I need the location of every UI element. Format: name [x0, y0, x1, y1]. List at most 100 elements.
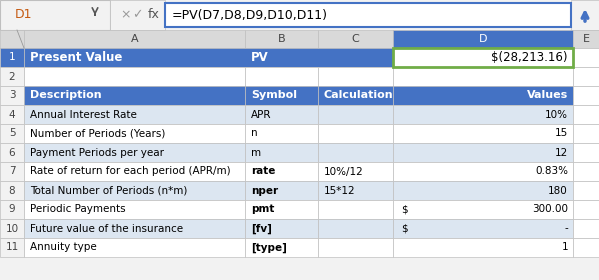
Text: Future value of the insurance: Future value of the insurance [30, 223, 183, 234]
Bar [573, 181, 599, 200]
Text: 15*12: 15*12 [324, 186, 356, 195]
Text: 6: 6 [9, 148, 16, 157]
Bar [318, 181, 393, 200]
Text: 5: 5 [9, 129, 16, 139]
Text: 4: 4 [9, 109, 16, 120]
Bar [393, 219, 573, 238]
Bar [573, 162, 599, 181]
Bar [318, 67, 393, 86]
Bar [0, 200, 24, 219]
Bar [393, 48, 573, 67]
Bar [245, 238, 318, 257]
Bar [393, 200, 573, 219]
Bar [24, 200, 245, 219]
Bar [24, 162, 245, 181]
Text: 10%: 10% [545, 109, 568, 120]
Bar [24, 67, 245, 86]
Bar [0, 86, 24, 105]
Text: 180: 180 [548, 186, 568, 195]
Text: [fv]: [fv] [251, 223, 272, 234]
Bar [24, 181, 245, 200]
Bar [318, 124, 393, 143]
Bar [393, 86, 573, 105]
Text: pmt: pmt [251, 204, 274, 214]
Bar [24, 124, 245, 143]
Bar [393, 181, 573, 200]
Bar [0, 30, 24, 48]
Text: Symbol: Symbol [251, 90, 297, 101]
Text: nper: nper [251, 186, 278, 195]
Bar [318, 143, 393, 162]
Text: APR: APR [251, 109, 271, 120]
Bar [0, 105, 24, 124]
Bar [573, 219, 599, 238]
Text: -: - [564, 223, 568, 234]
Bar [245, 86, 318, 105]
Text: 9: 9 [9, 204, 16, 214]
Text: 10: 10 [5, 223, 19, 234]
Bar [0, 124, 24, 143]
Bar [318, 219, 393, 238]
Text: Calculation: Calculation [324, 90, 394, 101]
Bar [0, 181, 24, 200]
Text: 3: 3 [9, 90, 16, 101]
Text: B: B [278, 34, 285, 44]
Bar [318, 86, 393, 105]
Bar [573, 238, 599, 257]
Text: PV: PV [251, 51, 269, 64]
Text: Annuity type: Annuity type [30, 242, 97, 253]
Bar [573, 124, 599, 143]
Bar [24, 48, 393, 67]
Text: ×: × [120, 8, 131, 22]
Bar [245, 162, 318, 181]
Bar [0, 143, 24, 162]
Text: ✓: ✓ [132, 8, 143, 22]
Bar [245, 143, 318, 162]
Text: Periodic Payments: Periodic Payments [30, 204, 126, 214]
Bar [393, 124, 573, 143]
Text: D1: D1 [15, 8, 32, 22]
Text: 1: 1 [9, 53, 16, 62]
Text: $: $ [401, 204, 408, 214]
Bar [393, 238, 573, 257]
Bar [0, 48, 24, 67]
Text: 0.83%: 0.83% [535, 167, 568, 176]
Bar [245, 105, 318, 124]
Text: $(28,213.16): $(28,213.16) [492, 51, 568, 64]
Bar [24, 86, 245, 105]
Bar [165, 3, 571, 27]
Text: D: D [479, 34, 487, 44]
Text: Payment Periods per year: Payment Periods per year [30, 148, 164, 157]
Text: 12: 12 [555, 148, 568, 157]
Text: 15: 15 [555, 129, 568, 139]
Text: 7: 7 [9, 167, 16, 176]
Text: E: E [582, 34, 589, 44]
Text: [type]: [type] [251, 242, 287, 253]
Bar [318, 162, 393, 181]
Bar [245, 124, 318, 143]
Text: 10%/12: 10%/12 [324, 167, 364, 176]
Bar [393, 162, 573, 181]
Bar [0, 67, 24, 86]
Bar [573, 67, 599, 86]
Text: 1: 1 [561, 242, 568, 253]
Bar [245, 200, 318, 219]
Text: Number of Periods (Years): Number of Periods (Years) [30, 129, 165, 139]
Bar [573, 143, 599, 162]
Bar [573, 30, 599, 48]
Text: Annual Interest Rate: Annual Interest Rate [30, 109, 137, 120]
Bar [0, 162, 24, 181]
Text: 300.00: 300.00 [532, 204, 568, 214]
Bar [245, 219, 318, 238]
Text: m: m [251, 148, 261, 157]
Bar [393, 67, 573, 86]
Bar [245, 30, 318, 48]
Text: Description: Description [30, 90, 102, 101]
Bar [24, 30, 245, 48]
Bar [571, 0, 599, 30]
Bar [318, 200, 393, 219]
Text: rate: rate [251, 167, 276, 176]
Bar [393, 105, 573, 124]
Text: $: $ [401, 223, 408, 234]
Text: Values: Values [527, 90, 568, 101]
